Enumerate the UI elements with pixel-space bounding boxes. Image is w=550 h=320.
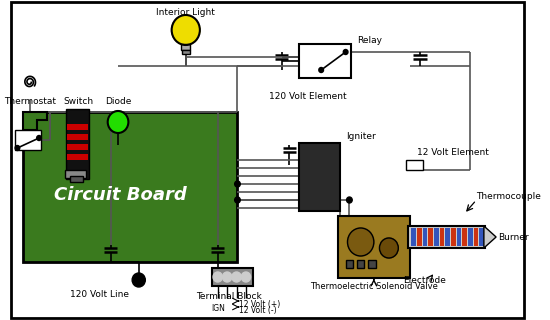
Polygon shape (23, 112, 47, 130)
Bar (67, 154, 88, 160)
Text: Thermocouple: Thermocouple (476, 191, 541, 201)
Circle shape (222, 272, 232, 282)
Circle shape (172, 15, 200, 45)
Circle shape (235, 181, 240, 187)
Text: Thermoelectric Solenoid Valve: Thermoelectric Solenoid Valve (310, 282, 438, 291)
Text: 12 Volt (-): 12 Volt (-) (239, 306, 277, 315)
Bar (368, 260, 376, 268)
Bar (182, 50, 190, 54)
Text: Terminal Block: Terminal Block (196, 292, 262, 301)
Text: Burner: Burner (498, 233, 529, 242)
Bar (70, 176, 83, 182)
Bar (456, 228, 461, 246)
Bar (446, 228, 450, 246)
Bar (479, 228, 484, 246)
Text: Thermostat: Thermostat (4, 97, 56, 106)
Bar (406, 160, 423, 170)
Text: 120 Volt Line: 120 Volt Line (70, 290, 129, 299)
Circle shape (232, 272, 241, 282)
Bar (212, 268, 254, 286)
FancyBboxPatch shape (299, 143, 340, 211)
Bar (439, 228, 444, 246)
Circle shape (108, 111, 128, 133)
Bar (434, 228, 439, 246)
Circle shape (235, 197, 240, 203)
FancyBboxPatch shape (11, 2, 524, 318)
Text: 12 Volt Element: 12 Volt Element (417, 148, 489, 156)
Bar (428, 228, 433, 246)
FancyBboxPatch shape (23, 112, 238, 262)
Bar (345, 260, 353, 268)
Text: Switch: Switch (63, 97, 94, 106)
Bar (15, 130, 41, 150)
Bar (411, 228, 416, 246)
Text: 120 Volt Element: 120 Volt Element (269, 92, 347, 100)
Text: Igniter: Igniter (345, 132, 376, 140)
Circle shape (213, 272, 222, 282)
Bar (67, 124, 88, 130)
Circle shape (346, 197, 352, 203)
Text: IGN: IGN (211, 304, 224, 313)
Circle shape (15, 146, 20, 150)
Bar (357, 260, 365, 268)
Circle shape (241, 272, 251, 282)
Bar (65, 170, 86, 178)
Bar (423, 228, 427, 246)
FancyBboxPatch shape (299, 44, 351, 78)
Text: Relay: Relay (357, 36, 382, 44)
Bar (408, 226, 485, 248)
Circle shape (348, 228, 374, 256)
FancyBboxPatch shape (67, 109, 89, 179)
Circle shape (379, 238, 398, 258)
FancyBboxPatch shape (338, 216, 410, 278)
Text: Diode: Diode (105, 97, 131, 106)
Bar (417, 228, 422, 246)
Text: Circuit Board: Circuit Board (53, 186, 186, 204)
Bar (67, 134, 88, 140)
Bar (451, 228, 455, 246)
Circle shape (37, 135, 41, 140)
Bar (474, 228, 478, 246)
Bar (67, 144, 88, 150)
Polygon shape (484, 226, 496, 248)
Bar (462, 228, 467, 246)
Bar (468, 228, 472, 246)
Circle shape (343, 50, 348, 54)
Text: 12 Volt (+): 12 Volt (+) (239, 300, 280, 309)
Bar (181, 44, 190, 50)
Circle shape (132, 273, 145, 287)
Text: Electrode: Electrode (403, 276, 446, 285)
Circle shape (319, 68, 323, 73)
Text: Interior Light: Interior Light (156, 8, 215, 17)
